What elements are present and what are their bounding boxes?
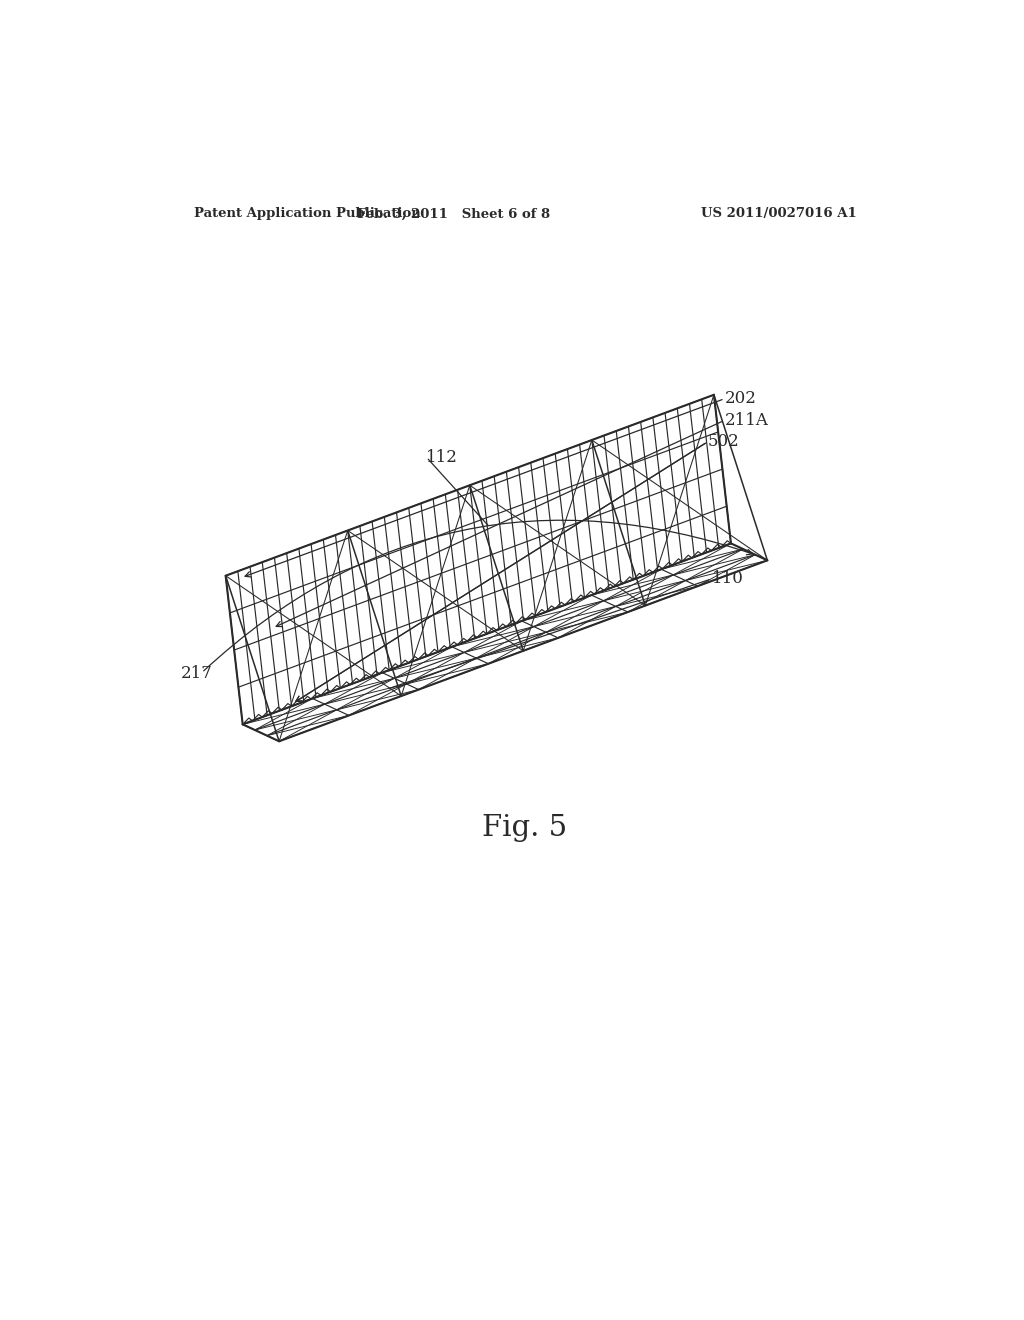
Text: Fig. 5: Fig. 5: [482, 814, 567, 842]
Text: Feb. 3, 2011   Sheet 6 of 8: Feb. 3, 2011 Sheet 6 of 8: [357, 207, 550, 220]
Text: 217: 217: [180, 665, 213, 682]
Text: 112: 112: [426, 449, 459, 466]
Text: Patent Application Publication: Patent Application Publication: [194, 207, 421, 220]
Text: 110: 110: [712, 570, 743, 587]
Text: 211A: 211A: [725, 412, 769, 429]
Text: US 2011/0027016 A1: US 2011/0027016 A1: [700, 207, 856, 220]
Text: 502: 502: [708, 433, 739, 450]
Text: 202: 202: [725, 391, 757, 407]
